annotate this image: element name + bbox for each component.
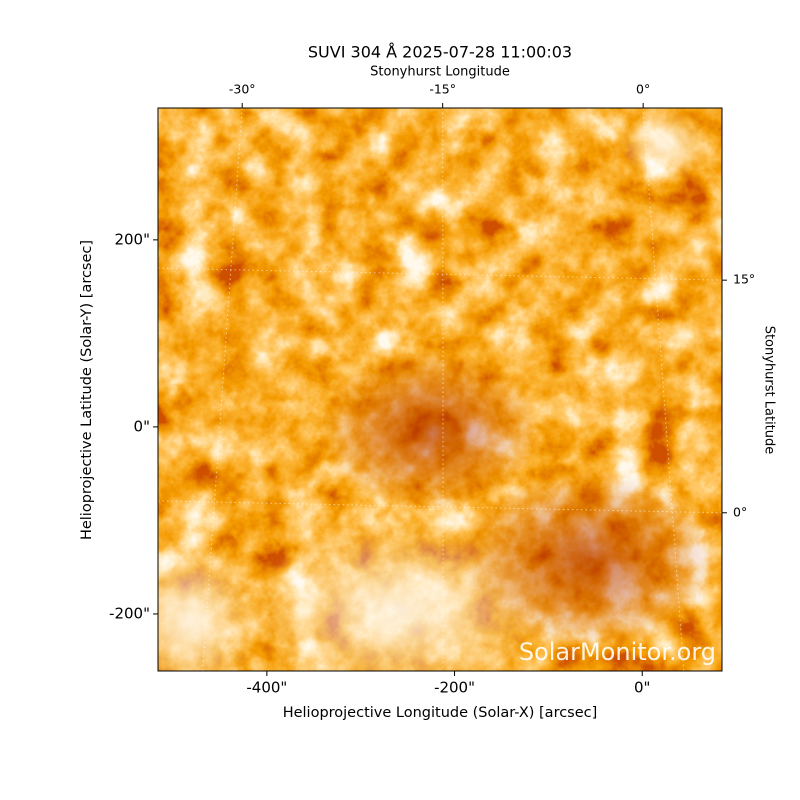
plot-frame <box>157 107 723 672</box>
y-tick-label: 0" <box>134 417 150 435</box>
chart-title: SUVI 304 Å 2025-07-28 11:00:03 <box>308 43 572 62</box>
top-tick-label: -30° <box>229 82 256 97</box>
x-tick-label: 0" <box>634 679 650 697</box>
top-tick-label: -15° <box>429 82 456 97</box>
y-tick-label: -200" <box>109 604 150 622</box>
y-tick-label: 200" <box>114 230 150 248</box>
top-tick-label: 0° <box>636 82 650 97</box>
longitude-grid-line <box>442 107 444 672</box>
right-tick-label: 0° <box>733 504 747 519</box>
right-tick-label: 15° <box>733 272 755 287</box>
x-tick-label: -400" <box>246 679 287 697</box>
solar-image <box>158 108 722 671</box>
x-tick-label: -200" <box>434 679 475 697</box>
y-axis-label: Helioprojective Latitude (Solar-Y) [arcs… <box>79 240 95 540</box>
watermark: SolarMonitor.org <box>519 638 716 666</box>
top-axis-label: Stonyhurst Longitude <box>370 65 510 80</box>
x-axis-label: Helioprojective Longitude (Solar-X) [arc… <box>283 705 598 721</box>
right-axis-label: Stonyhurst Latitude <box>762 326 777 455</box>
